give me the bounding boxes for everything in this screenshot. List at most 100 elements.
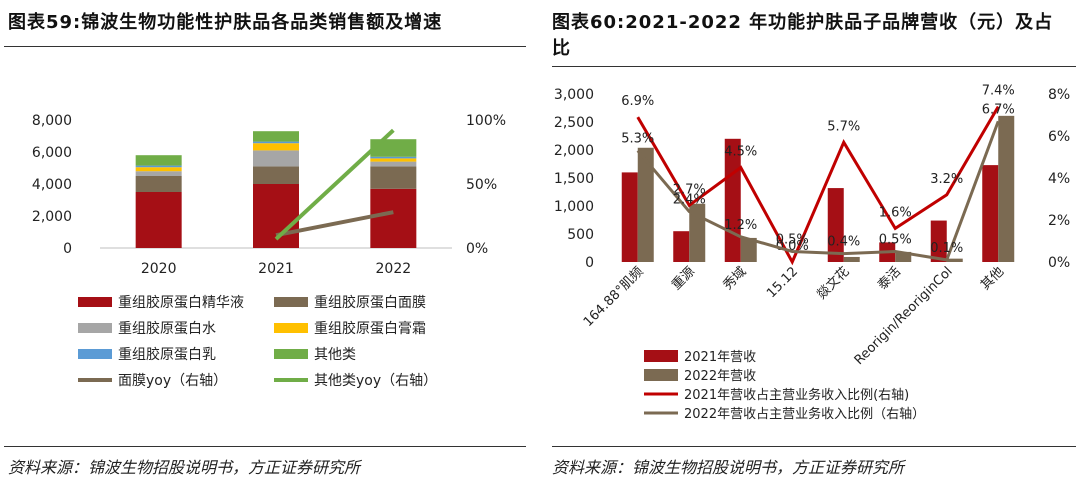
y2-tick-label: 50% bbox=[466, 177, 497, 193]
data-label: 5.7% bbox=[827, 119, 860, 134]
x-tick-label: 15.12 bbox=[764, 264, 801, 301]
x-tick-label: 164.88°肌频 bbox=[581, 264, 647, 330]
x-tick-label: Reorigin/ReoriginCol bbox=[852, 264, 956, 368]
y-tick-label: 8,000 bbox=[32, 113, 72, 129]
bar-segment bbox=[135, 171, 182, 176]
bar-segment bbox=[135, 155, 182, 166]
data-label: 4.5% bbox=[724, 145, 757, 160]
bar bbox=[930, 220, 947, 262]
bar-segment bbox=[253, 141, 299, 144]
data-label: 7.4% bbox=[982, 84, 1015, 99]
data-label: 6.7% bbox=[982, 102, 1015, 117]
data-label: 6.9% bbox=[621, 94, 654, 109]
bar bbox=[621, 172, 638, 262]
bar-segment bbox=[253, 150, 299, 167]
y-tick-label: 1,500 bbox=[554, 171, 594, 187]
bar bbox=[998, 115, 1015, 262]
bar bbox=[895, 251, 912, 262]
legend-label: 重组胶原蛋白面膜 bbox=[314, 294, 426, 311]
data-label: 0.5% bbox=[879, 233, 912, 248]
x-tick-label: 2021 bbox=[258, 261, 294, 277]
right-chart-source: 资料来源：锦波生物招股说明书，方正证券研究所 bbox=[552, 458, 905, 477]
bar-segment bbox=[370, 156, 417, 159]
yoy-line bbox=[275, 210, 394, 238]
bar-segment bbox=[370, 158, 417, 162]
y-tick-label: 0 bbox=[585, 255, 594, 271]
left-chart-title: 图表59:锦波生物功能性护肤品各品类销售额及增速 bbox=[8, 12, 443, 33]
bar bbox=[982, 165, 999, 262]
legend-swatch bbox=[78, 323, 112, 333]
x-tick-label: 秀域 bbox=[721, 264, 750, 293]
bar bbox=[843, 256, 860, 262]
data-label: 5.3% bbox=[621, 132, 654, 147]
legend-label: 重组胶原蛋白水 bbox=[118, 320, 216, 337]
bar bbox=[673, 231, 690, 262]
y2-tick-label: 6% bbox=[1048, 129, 1070, 145]
bar-segment bbox=[253, 166, 299, 184]
x-tick-label: 燚文花 bbox=[814, 264, 853, 303]
bar bbox=[827, 188, 844, 262]
x-tick-label: 其他 bbox=[978, 264, 1007, 293]
legend-label: 重组胶原蛋白乳 bbox=[118, 346, 216, 363]
x-tick-label: 2022 bbox=[376, 261, 412, 277]
y-tick-label: 2,000 bbox=[554, 143, 594, 159]
y-tick-label: 500 bbox=[567, 227, 594, 243]
y-tick-label: 6,000 bbox=[32, 145, 72, 161]
right-source-rule bbox=[552, 446, 1076, 447]
right-chart-panel: 图表60:2021-2022 年功能护肤品子品牌营收（元）及占比 0 500 1,0… bbox=[548, 0, 1080, 483]
bar bbox=[740, 237, 757, 262]
left-chart-source: 资料来源：锦波生物招股说明书，方正证券研究所 bbox=[8, 458, 361, 477]
share-line bbox=[636, 120, 1000, 262]
bar-segment bbox=[253, 131, 299, 142]
bar-segment bbox=[370, 166, 417, 189]
bar-segment bbox=[370, 188, 417, 248]
legend-label: 其他类 bbox=[314, 347, 356, 363]
bar-segment bbox=[253, 143, 299, 151]
data-label: 2.7% bbox=[673, 182, 706, 197]
legend-label: 2021年营收占主营业务收入比例(右轴) bbox=[684, 387, 909, 403]
legend-swatch bbox=[78, 297, 112, 307]
legend-swatch bbox=[274, 323, 308, 333]
bar bbox=[637, 147, 654, 262]
data-label: 1.2% bbox=[724, 218, 757, 233]
bar-segment bbox=[135, 165, 182, 168]
data-label: 1.6% bbox=[879, 205, 912, 220]
yoy-line bbox=[274, 128, 395, 241]
data-label: 0.1% bbox=[930, 241, 963, 256]
y-tick-label: 3,000 bbox=[554, 87, 594, 103]
legend-swatch bbox=[78, 349, 112, 359]
x-tick-label: 泰活 bbox=[875, 264, 904, 293]
legend-label: 重组胶原蛋白精华液 bbox=[118, 294, 244, 311]
legend-label: 2022年营收 bbox=[684, 369, 756, 384]
legend-label: 其他类yoy（右轴） bbox=[314, 373, 437, 389]
data-label: 2.4% bbox=[673, 193, 706, 208]
legend-swatch bbox=[274, 297, 308, 307]
bar-segment bbox=[135, 192, 182, 248]
bar-segment bbox=[370, 139, 417, 157]
legend-label: 2022年营收占主营业务收入比例（右轴） bbox=[684, 406, 925, 422]
y2-tick-label: 4% bbox=[1048, 171, 1070, 187]
y2-tick-label: 0% bbox=[1048, 255, 1070, 271]
left-chart-svg: 0 2,000 4,000 6,000 8,000 0% 50% 100% 2020 2021 20… bbox=[32, 113, 506, 389]
legend-label: 面膜yoy（右轴） bbox=[118, 373, 227, 389]
share-line bbox=[636, 105, 1000, 266]
legend-swatch bbox=[274, 349, 308, 359]
y-tick-label: 2,500 bbox=[554, 115, 594, 131]
y-tick-label: 2,000 bbox=[32, 209, 72, 225]
y2-tick-label: 2% bbox=[1048, 213, 1070, 229]
y2-tick-label: 8% bbox=[1048, 87, 1070, 103]
y-tick-label: 1,000 bbox=[554, 199, 594, 215]
y2-tick-label: 100% bbox=[466, 113, 506, 129]
bar-segment bbox=[135, 176, 182, 192]
data-label: 0.4% bbox=[827, 235, 860, 250]
right-chart-svg: 0 500 1,000 1,500 2,000 2,500 3,000 0% 2% 4% 6% 8% 6… bbox=[554, 84, 1070, 422]
x-tick-label: 2020 bbox=[141, 261, 177, 277]
data-label: 3.2% bbox=[930, 172, 963, 187]
legend-label: 重组胶原蛋白膏霜 bbox=[314, 320, 426, 337]
y2-tick-label: 0% bbox=[466, 241, 488, 257]
right-title-rule bbox=[552, 66, 1076, 67]
left-chart-panel: 图表59:锦波生物功能性护肤品各品类销售额及增速 0 2,000 4,000 6,00… bbox=[0, 0, 530, 483]
legend-swatch bbox=[644, 350, 678, 362]
right-chart-title: 图表60:2021-2022 年功能护肤品子品牌营收（元）及占比 bbox=[552, 12, 1054, 59]
y-tick-label: 4,000 bbox=[32, 177, 72, 193]
